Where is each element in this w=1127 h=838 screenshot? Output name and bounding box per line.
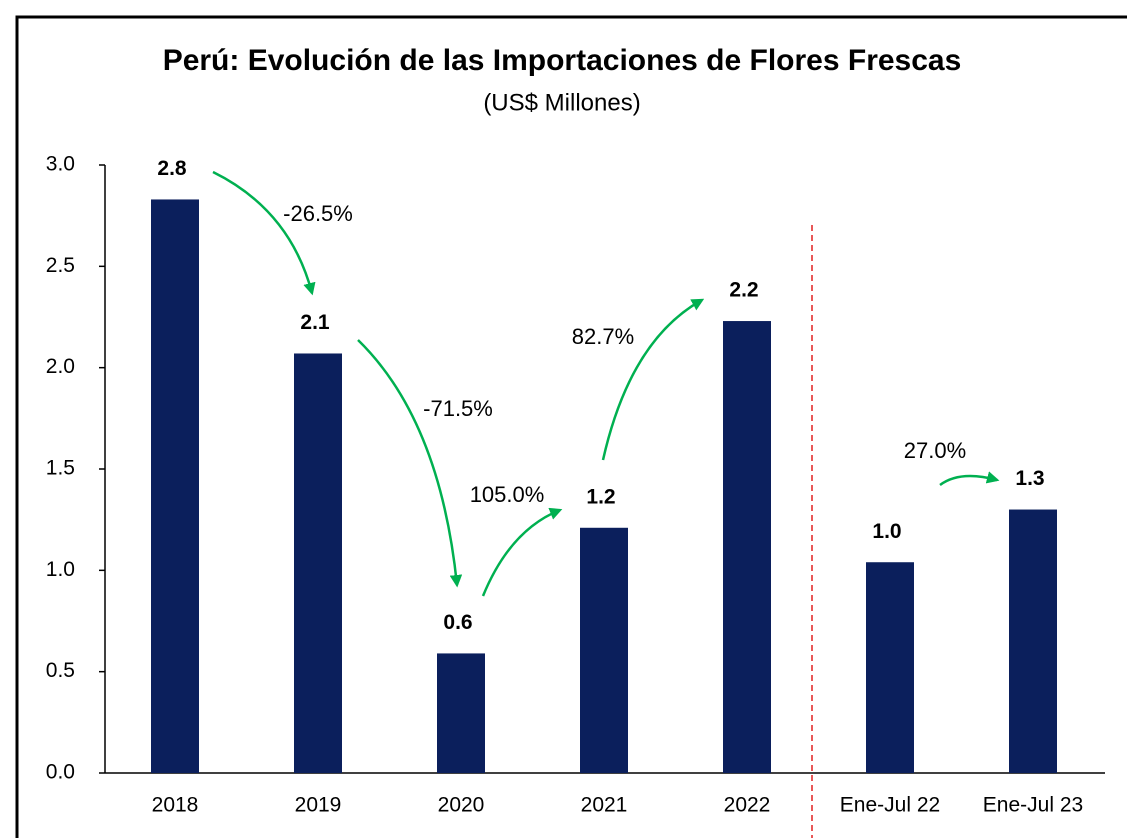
x-tick-label: 2020	[438, 794, 485, 817]
arrow	[357, 339, 463, 588]
x-tick-label: 2021	[581, 794, 628, 817]
y-tick-label: 0.5	[46, 659, 75, 682]
y-tick-label: 1.5	[46, 457, 75, 480]
growth-annotation: -26.5%	[283, 201, 353, 226]
bar	[723, 321, 771, 773]
value-label: 2.1	[300, 311, 330, 334]
value-label: 2.8	[157, 157, 187, 180]
value-label: 0.6	[443, 611, 472, 634]
value-label: 1.3	[1015, 467, 1044, 490]
bar	[437, 653, 485, 773]
arrow	[481, 507, 563, 597]
value-label: 1.0	[872, 520, 901, 543]
value-label: 1.2	[586, 485, 615, 508]
y-tick-label: 2.5	[46, 254, 75, 277]
bar	[580, 527, 628, 773]
growth-annotation: -71.5%	[423, 396, 493, 421]
x-tick-label: Ene-Jul 22	[840, 794, 940, 817]
arrows	[212, 170, 1000, 597]
growth-annotation: 82.7%	[572, 324, 634, 349]
bar	[294, 353, 342, 773]
chart-title: Perú: Evolución de las Importaciones de …	[163, 44, 962, 77]
value-label: 2.2	[729, 279, 758, 302]
bar	[866, 562, 914, 773]
chart-subtitle: (US$ Millones)	[483, 89, 640, 116]
x-tick-label: Ene-Jul 23	[983, 794, 1083, 817]
y-tick-label: 1.0	[46, 558, 75, 581]
bar	[1009, 509, 1057, 773]
arrow	[939, 471, 1000, 487]
y-tick-label: 3.0	[46, 153, 75, 176]
y-tick-label: 0.0	[46, 761, 75, 784]
chart-border	[15, 15, 1127, 838]
arrow	[601, 298, 705, 461]
y-tick-label: 2.0	[46, 355, 75, 378]
x-tick-label: 2018	[152, 794, 199, 817]
arrow	[212, 170, 316, 296]
bar	[151, 199, 199, 773]
x-tick-label: 2019	[295, 794, 342, 817]
growth-annotation: 27.0%	[904, 438, 966, 463]
x-tick-label: 2022	[724, 794, 771, 817]
growth-annotation: 105.0%	[470, 482, 545, 507]
